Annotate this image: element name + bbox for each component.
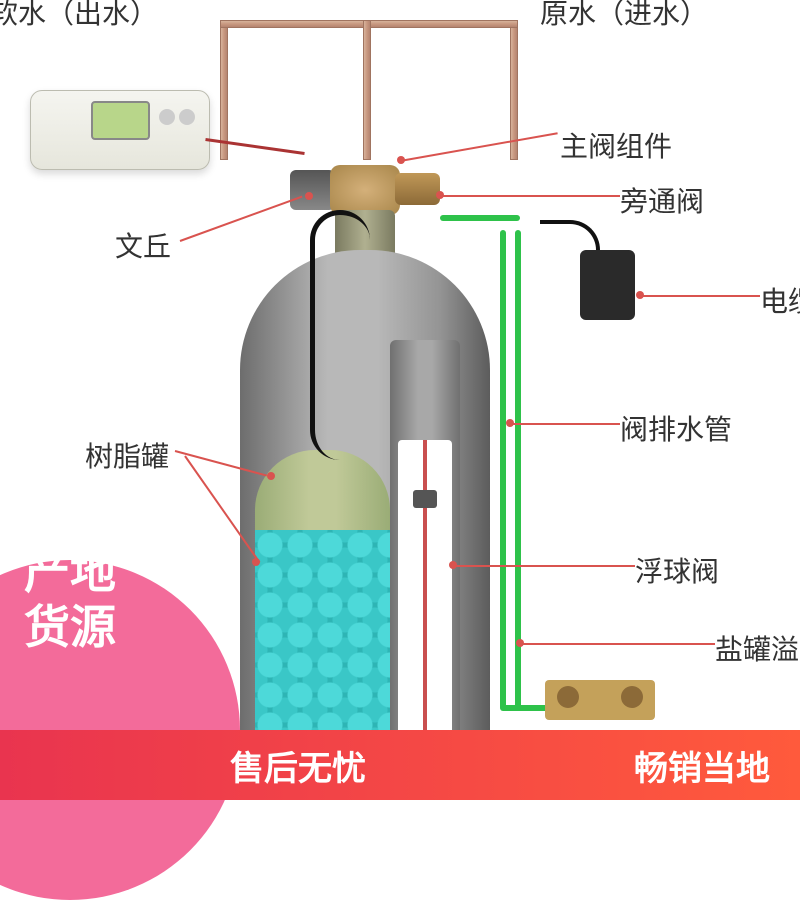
leader-venturi — [180, 196, 303, 242]
black-hose — [310, 210, 370, 460]
dot — [436, 191, 444, 199]
label-brine-overflow: 盐罐溢 — [715, 628, 799, 668]
dot — [305, 192, 313, 200]
bypass-valve-part — [395, 173, 440, 205]
leader-valve-drain — [510, 423, 620, 425]
pipe-soft-water — [220, 20, 228, 160]
badge-line2: 货源 — [24, 601, 116, 653]
label-resin-tank: 树脂罐 — [85, 435, 169, 475]
label-soft-water-out: 软水（出水） — [0, 0, 158, 32]
dot — [449, 561, 457, 569]
dot — [267, 472, 275, 480]
dot — [516, 639, 524, 647]
green-hose-top — [440, 215, 520, 221]
banner-right: 畅销当地 — [634, 741, 770, 790]
badge-line1: 产地 — [24, 546, 116, 598]
drain-connector — [545, 680, 655, 720]
leader-power-cable — [640, 295, 760, 297]
label-bypass-valve: 旁通阀 — [620, 180, 704, 220]
bottom-banner: 售后无忧 畅销当地 — [0, 730, 800, 800]
valve-motor — [290, 170, 335, 210]
leader-float-valve — [455, 565, 635, 567]
label-venturi: 文丘 — [115, 225, 171, 265]
green-hose-overflow — [515, 230, 521, 710]
banner-left: 售后无忧 — [230, 741, 366, 790]
leader-bypass-valve — [440, 195, 620, 197]
label-power-cable: 电缆 — [760, 280, 800, 320]
green-hose-drain — [500, 230, 506, 710]
valve-body — [330, 165, 400, 215]
dot — [636, 291, 644, 299]
float-valve-tube — [398, 440, 452, 740]
dot — [252, 558, 260, 566]
dot — [506, 419, 514, 427]
leader-brine-overflow — [520, 643, 715, 645]
leader-main-valve — [400, 132, 558, 162]
pipe-center-down — [363, 20, 371, 160]
dot — [397, 156, 405, 164]
label-main-valve: 主阀组件 — [560, 125, 672, 165]
label-raw-water-in: 原水（进水） — [540, 0, 708, 32]
badge-text: 产地 货源 — [24, 545, 116, 655]
label-float-valve: 浮球阀 — [635, 550, 719, 590]
power-adapter — [580, 250, 635, 320]
label-valve-drain: 阀排水管 — [620, 408, 732, 448]
controller-display — [30, 90, 210, 170]
